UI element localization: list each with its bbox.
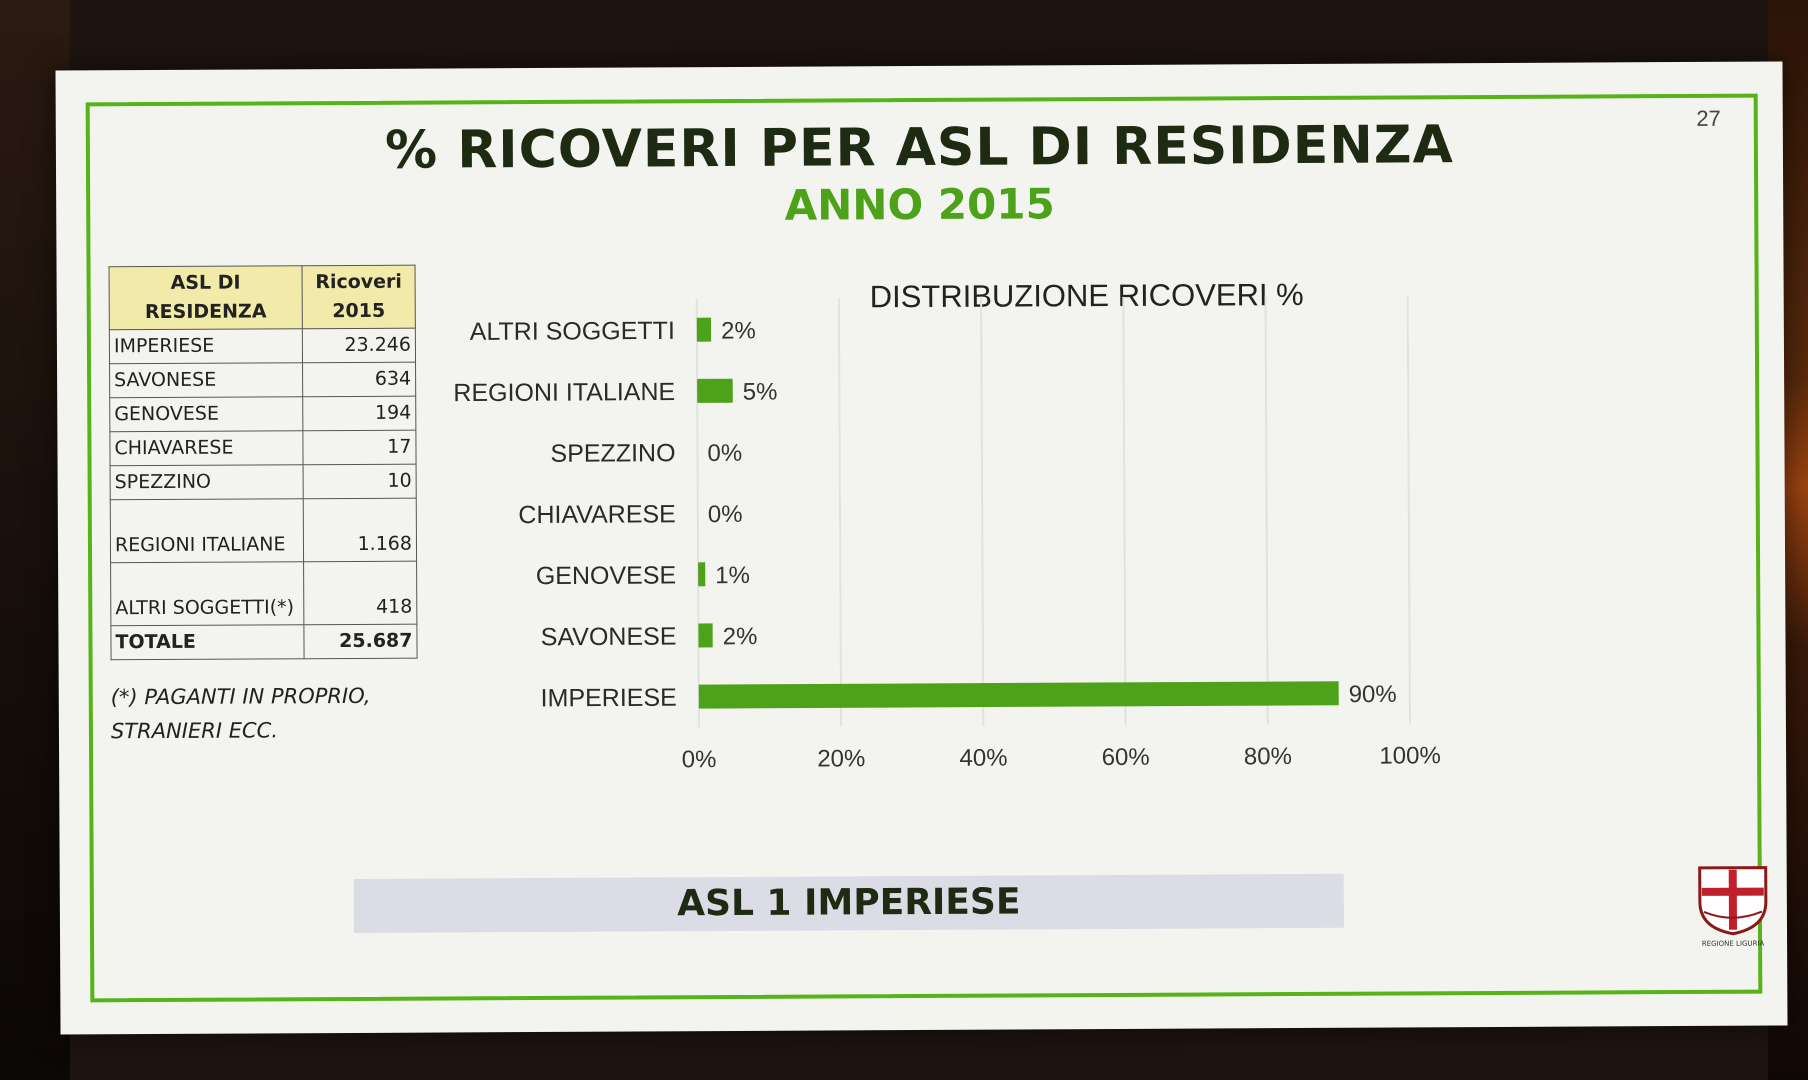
data-label: 0% (708, 501, 743, 528)
data-label: 2% (723, 623, 758, 650)
category-label: ALTRI SOGGETTI (470, 317, 675, 346)
bar (698, 562, 706, 587)
x-tick-label: 60% (1102, 744, 1150, 771)
gridline (837, 298, 843, 727)
logo-caption: REGIONE LIGURIA (1701, 939, 1765, 948)
x-tick-label: 100% (1379, 742, 1441, 769)
bar (698, 681, 1339, 709)
gridline (1406, 295, 1411, 724)
x-tick-label: 80% (1244, 743, 1292, 770)
x-tick-label: 20% (817, 745, 865, 772)
bar (697, 378, 733, 403)
data-label: 1% (715, 562, 750, 589)
category-label: GENOVESE (536, 561, 676, 590)
gridline (1264, 296, 1269, 725)
data-label: 5% (743, 378, 778, 405)
bar (696, 317, 712, 342)
projected-slide: 27 % RICOVERI PER ASL DI RESIDENZA ANNO … (55, 61, 1788, 1035)
gridline (980, 297, 985, 726)
regione-liguria-logo: REGIONE LIGURIA (1694, 862, 1772, 954)
x-tick-label: 40% (959, 745, 1007, 772)
data-label: 90% (1349, 681, 1397, 708)
shield-icon (1698, 866, 1768, 936)
category-label: SAVONESE (541, 623, 677, 652)
category-label: CHIAVARESE (518, 500, 676, 529)
gridline (695, 299, 700, 728)
data-label: 0% (707, 440, 742, 467)
footer-banner: ASL 1 IMPERIESE (353, 873, 1344, 933)
category-label: IMPERIESE (541, 684, 677, 713)
category-label: SPEZZINO (550, 439, 675, 468)
gridline (1122, 296, 1127, 725)
bar-chart: 0% 20% 40% 60% 80% 100% ALTRI SOGGETTI 2% REGION… (453, 295, 1441, 773)
bar (698, 623, 713, 648)
category-label: REGIONI ITALIANE (453, 378, 675, 407)
data-label: 2% (721, 317, 756, 344)
x-tick-label: 0% (682, 746, 717, 773)
